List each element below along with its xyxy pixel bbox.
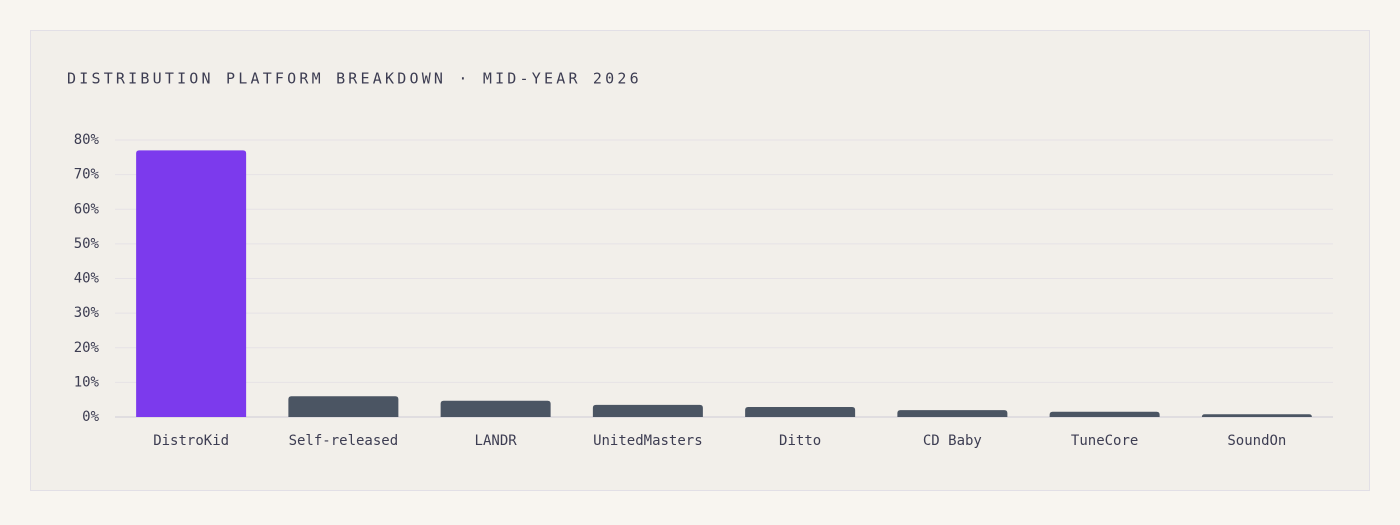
y-tick-label: 10% — [74, 374, 100, 390]
y-tick-label: 20% — [74, 340, 100, 356]
bar — [136, 150, 247, 417]
x-tick-label: Ditto — [779, 433, 821, 449]
x-tick-label: CD Baby — [923, 433, 982, 449]
x-tick-label: UnitedMasters — [593, 433, 703, 449]
bar — [1201, 414, 1312, 417]
y-tick-label: 0% — [82, 409, 99, 425]
x-tick-label: LANDR — [475, 433, 518, 449]
bar — [1049, 411, 1160, 417]
x-tick-label: DistroKid — [153, 433, 229, 449]
bar — [745, 406, 856, 417]
y-tick-label: 80% — [74, 132, 100, 148]
y-tick-label: 30% — [74, 305, 100, 321]
bar — [897, 410, 1008, 417]
bar — [440, 400, 551, 417]
y-tick-label: 50% — [74, 236, 100, 252]
x-tick-label: SoundOn — [1227, 433, 1286, 449]
bar — [288, 396, 399, 417]
y-tick-label: 60% — [74, 201, 100, 217]
x-tick-label: TuneCore — [1071, 433, 1138, 449]
x-tick-label: Self-released — [289, 433, 399, 449]
y-tick-label: 70% — [74, 167, 100, 183]
bar — [592, 404, 703, 417]
y-tick-label: 40% — [74, 271, 100, 287]
chart-title: DISTRIBUTION PLATFORM BREAKDOWN · MID-YE… — [67, 70, 642, 88]
